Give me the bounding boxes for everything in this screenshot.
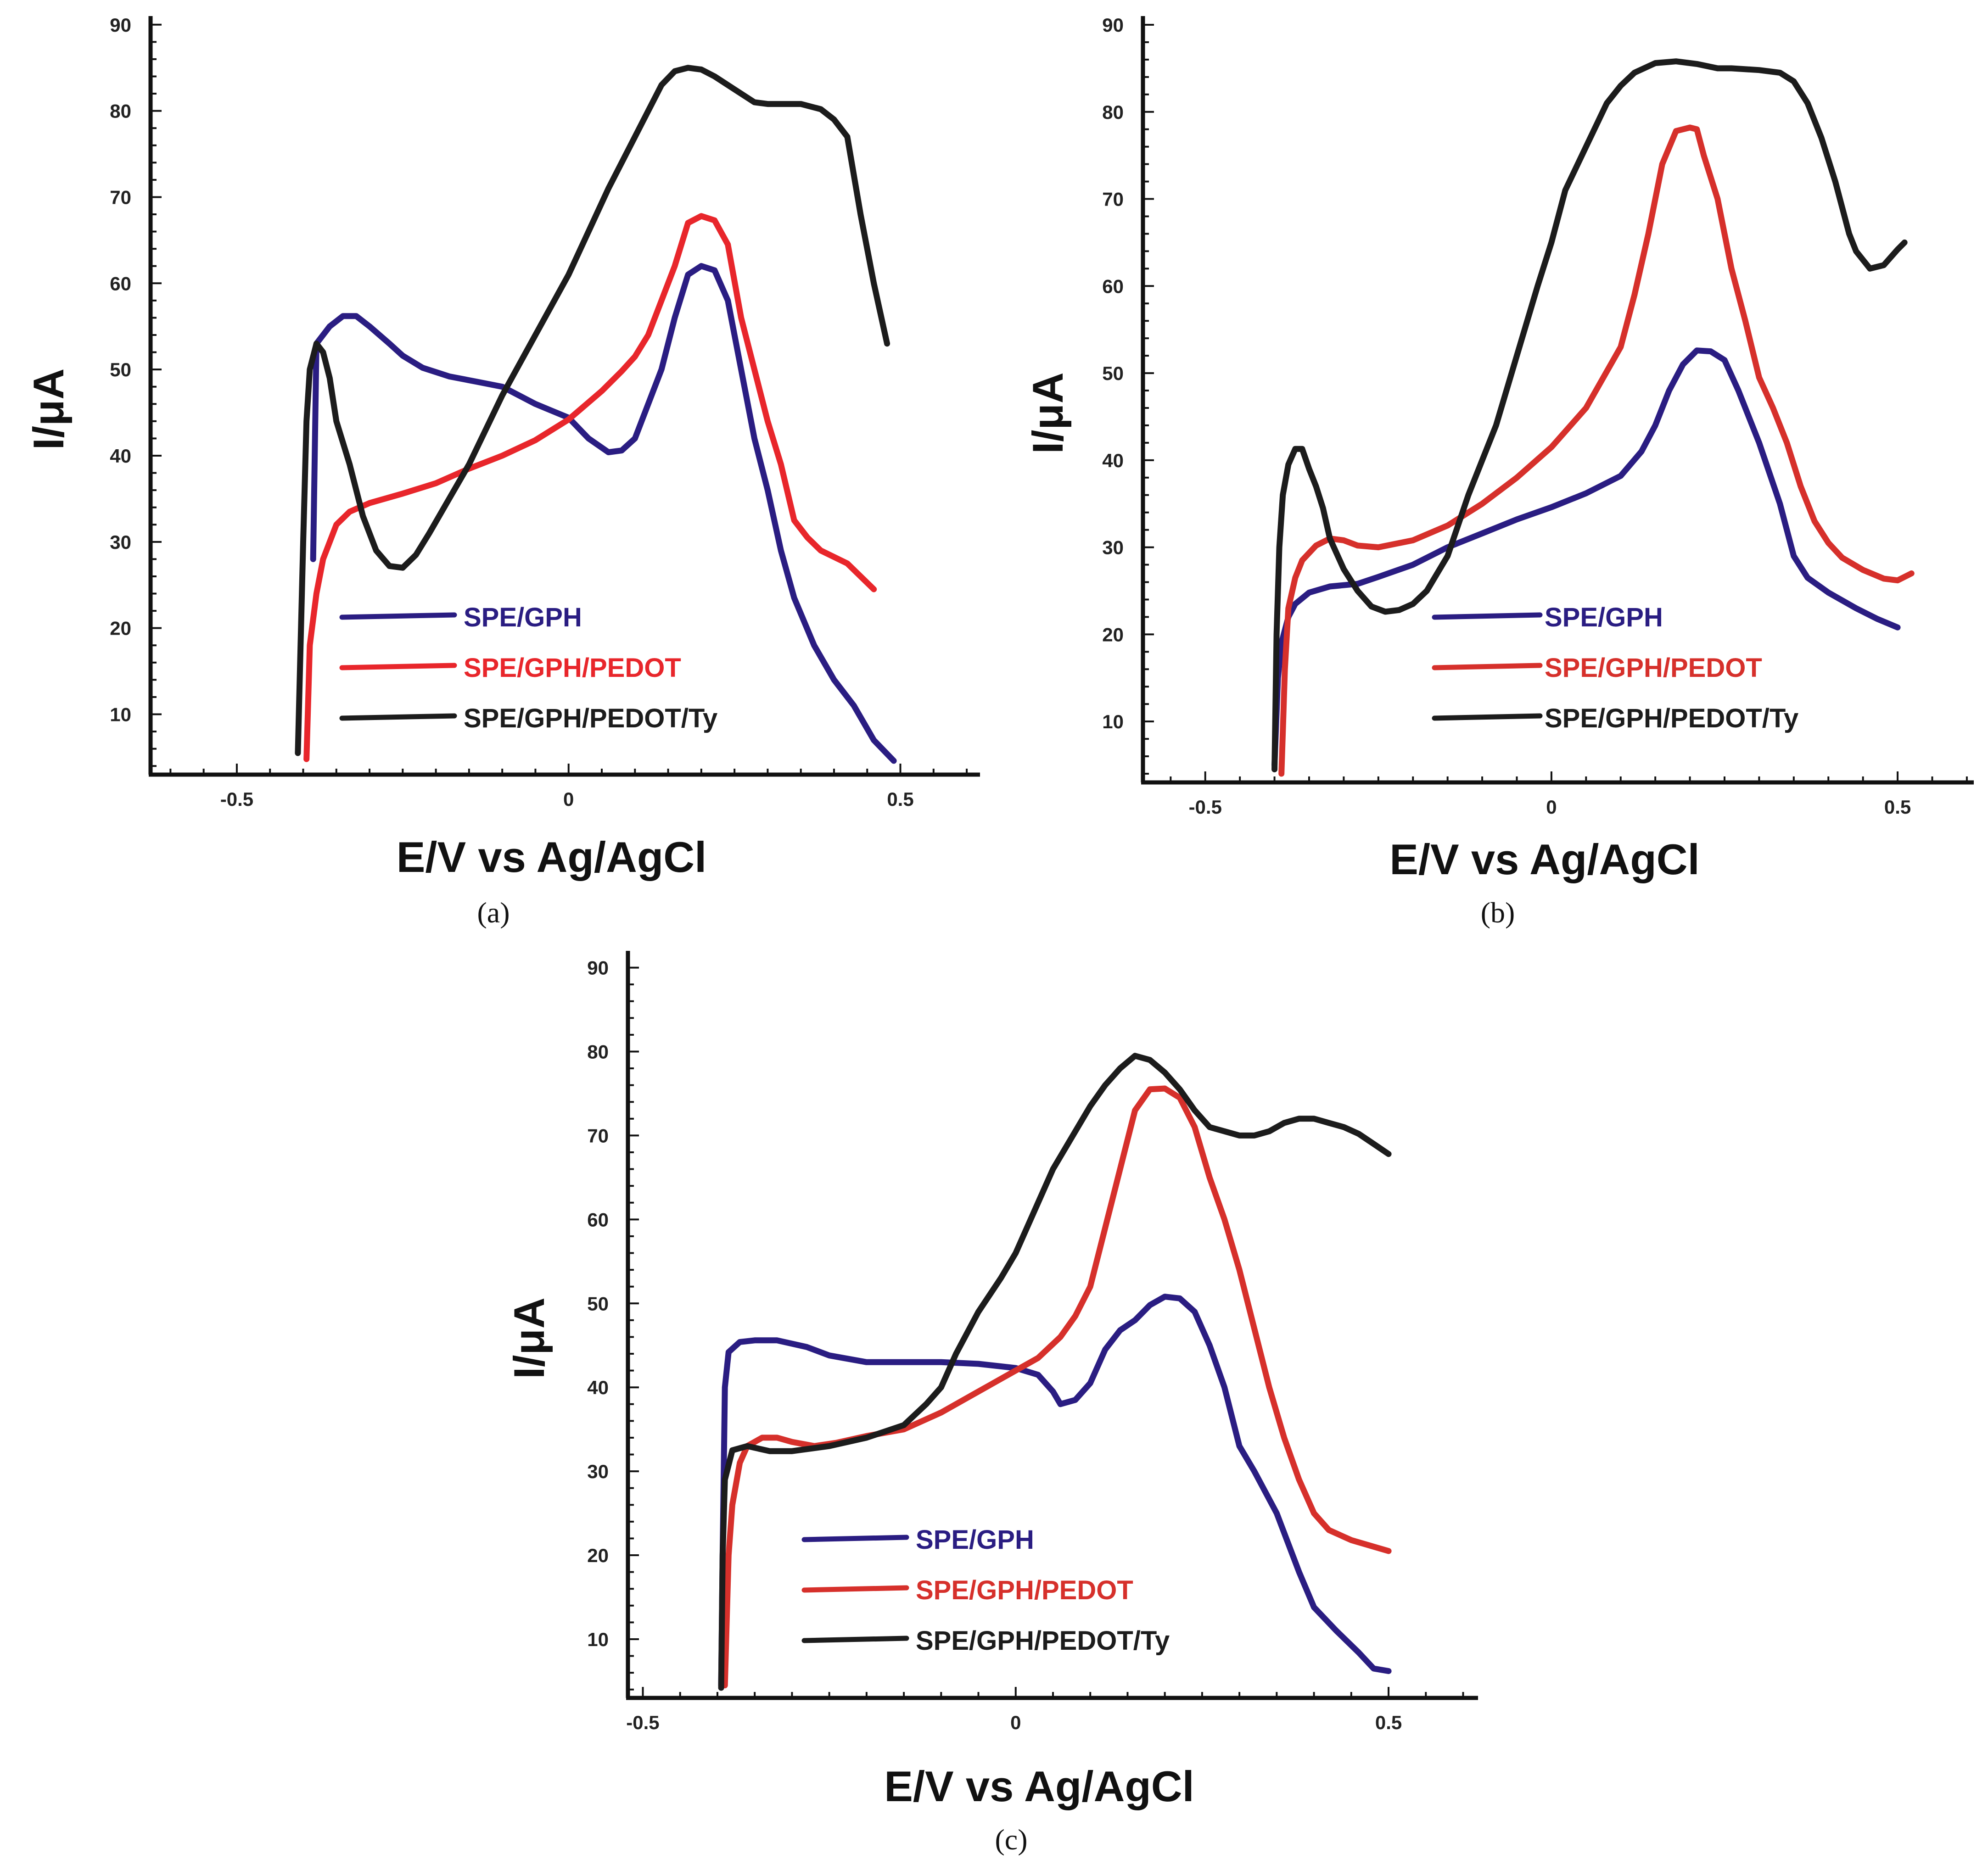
legend-label: SPE/GPH: [464, 603, 582, 632]
series-line-spe-gph-pedot-ty: [1271, 58, 1908, 772]
y-tick-label: 40: [1102, 450, 1124, 471]
y-tick-label: 60: [1102, 275, 1124, 297]
chart-panel-a: 10 20 30 40 50 60 70 80 90 -0.5 0 0.5 E/V vs Ag/AgCl…: [24, 14, 980, 929]
series-line-spe-gph-pedot-ty: [718, 1053, 1392, 1691]
x-tick-label: 0.5: [1884, 796, 1911, 818]
y-tick-label: 70: [110, 186, 131, 208]
legend-label: SPE/GPH: [916, 1525, 1034, 1555]
legend-line: [339, 663, 457, 670]
legend-label: SPE/GPH/PEDOT/Ty: [1545, 703, 1798, 733]
y-tick-label: 50: [1102, 363, 1124, 384]
y-tick-label: 20: [1102, 624, 1124, 645]
panel-label: (a): [477, 896, 510, 929]
y-tick-label: 10: [1102, 711, 1124, 732]
y-tick-label: 20: [587, 1545, 609, 1566]
x-tick-label: -0.5: [220, 788, 253, 810]
chart-panel-b: 10 20 30 40 50 60 70 80 90 -0.5 0 0.5 E/V vs Ag/AgCl…: [1024, 14, 1974, 929]
legend-label: SPE/GPH/PEDOT/Ty: [916, 1626, 1170, 1656]
legend-line: [1432, 663, 1543, 670]
y-axis-title: I/μA: [24, 368, 73, 450]
x-tick-label: 0: [563, 788, 574, 810]
panel-label: (c): [995, 1823, 1027, 1856]
panel-label: (b): [1481, 896, 1515, 929]
y-tick-label: 50: [587, 1293, 609, 1314]
x-tick-label: -0.5: [1189, 796, 1222, 818]
y-tick-label: 30: [110, 531, 131, 553]
x-tick-label: -0.5: [626, 1712, 659, 1733]
y-tick-label: 40: [110, 445, 131, 467]
y-tick-label: 10: [110, 704, 131, 726]
series-line-spe-gph-pedot-ty: [295, 65, 890, 756]
y-axis-title: I/μA: [1024, 372, 1072, 454]
series-line-spe-gph-pedot: [303, 213, 877, 762]
legend-line: [801, 1585, 909, 1593]
y-tick-label: 80: [587, 1041, 609, 1063]
legend-line: [1432, 612, 1543, 620]
x-tick-label: 0: [1010, 1712, 1021, 1733]
legend-line: [1432, 713, 1543, 721]
x-tick-label: 0.5: [887, 788, 913, 810]
y-tick-label: 90: [110, 14, 131, 36]
x-axis-title: E/V vs Ag/AgCl: [1389, 835, 1700, 883]
y-tick-label: 30: [1102, 537, 1124, 558]
chart-panel-c: 10 20 30 40 50 60 70 80 90 -0.5 0 0.5 E/V vs Ag/AgCl…: [505, 951, 1478, 1856]
legend-line: [801, 1535, 909, 1542]
y-tick-label: 30: [587, 1461, 609, 1482]
y-tick-label: 80: [1102, 101, 1124, 123]
y-tick-label: 80: [110, 100, 131, 122]
legend-line: [801, 1636, 909, 1643]
series-line-spe-gph-pedot: [722, 1085, 1392, 1689]
y-tick-label: 20: [110, 618, 131, 639]
y-tick-label: 90: [1102, 14, 1124, 36]
series-line-spe-gph: [1271, 347, 1901, 768]
y-tick-label: 60: [110, 273, 131, 294]
legend-label: SPE/GPH: [1545, 603, 1663, 632]
y-tick-label: 70: [587, 1125, 609, 1146]
x-tick-label: 0: [1546, 796, 1557, 818]
x-axis-title: E/V vs Ag/AgCl: [397, 833, 707, 881]
legend-line: [339, 713, 457, 721]
y-tick-label: 70: [1102, 189, 1124, 210]
y-tick-label: 50: [110, 359, 131, 380]
series-line-spe-gph: [718, 1294, 1392, 1689]
y-axis-title: I/μA: [505, 1297, 553, 1379]
series-line-spe-gph: [310, 263, 897, 764]
y-tick-label: 90: [587, 957, 609, 979]
y-tick-label: 10: [587, 1629, 609, 1650]
y-tick-label: 60: [587, 1209, 609, 1230]
legend-label: SPE/GPH/PEDOT/Ty: [464, 703, 717, 733]
legend-label: SPE/GPH/PEDOT: [464, 653, 681, 683]
legend-label: SPE/GPH/PEDOT: [916, 1575, 1133, 1605]
legend-label: SPE/GPH/PEDOT: [1545, 653, 1762, 683]
x-tick-label: 0.5: [1375, 1712, 1402, 1733]
y-tick-label: 40: [587, 1377, 609, 1398]
legend-line: [339, 612, 457, 620]
x-axis-title: E/V vs Ag/AgCl: [884, 1762, 1194, 1810]
